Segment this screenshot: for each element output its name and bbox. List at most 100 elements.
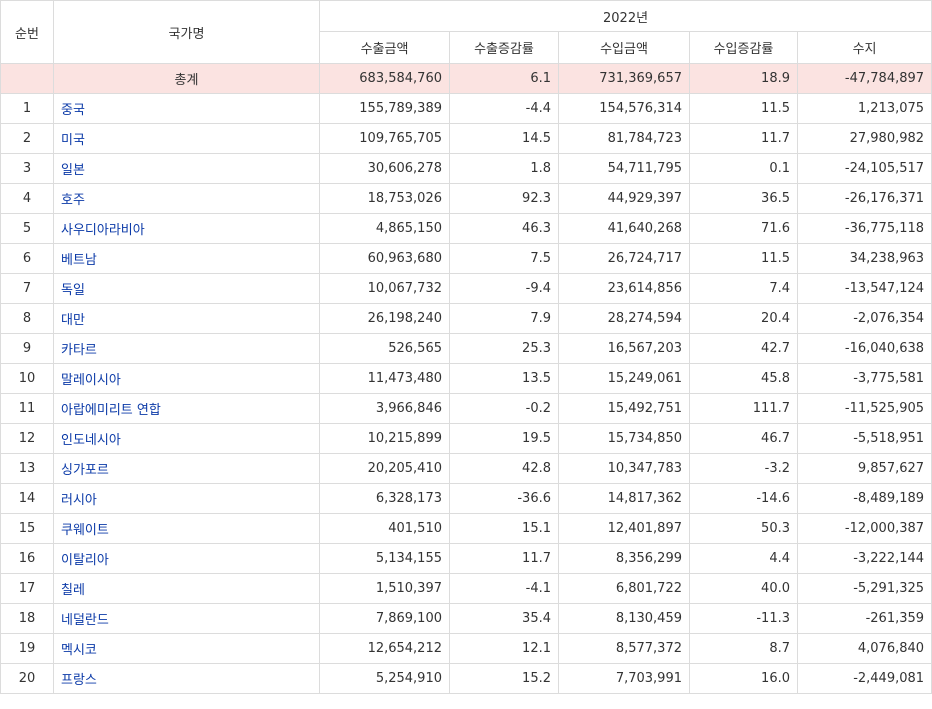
import-amount-cell: 8,577,372 [558,633,690,664]
export-amount-cell: 526,565 [319,333,450,364]
country-link[interactable]: 싱가포르 [61,463,109,478]
country-link[interactable]: 중국 [61,103,85,118]
balance-cell: -5,518,951 [796,423,932,454]
row-number: 20 [0,663,54,694]
country-cell: 미국 [53,123,320,154]
country-link[interactable]: 쿠웨이트 [61,523,109,538]
export-amount-cell: 4,865,150 [319,213,450,244]
row-number: 2 [0,123,54,154]
country-cell: 독일 [53,273,320,304]
balance-cell: -16,040,638 [796,333,932,364]
row-number: 15 [0,513,54,544]
country-cell: 이탈리아 [53,543,320,574]
import-amount-cell: 54,711,795 [558,153,690,184]
balance-cell: 34,238,963 [796,243,932,274]
table-row: 8 대만 26,198,240 7.9 28,274,594 20.4 -2,076,354 [0,303,932,334]
row-number: 1 [0,93,54,124]
row-number: 12 [0,423,54,454]
import-change-cell: -3.2 [689,453,798,484]
country-cell: 멕시코 [53,633,320,664]
header-export-amount[interactable]: 수출금액 [319,31,450,64]
import-amount-cell: 15,492,751 [558,393,690,424]
country-cell: 인도네시아 [53,423,320,454]
country-link[interactable]: 인도네시아 [61,433,121,448]
header-country: 국가명 [53,0,320,64]
import-amount-cell: 6,801,722 [558,573,690,604]
export-change-cell: 46.3 [449,213,559,244]
import-change-cell: 8.7 [689,633,798,664]
export-amount-cell: 109,765,705 [319,123,450,154]
row-number: 14 [0,483,54,514]
header-import-change[interactable]: 수입증감률 [689,31,798,64]
country-link[interactable]: 대만 [61,313,85,328]
import-amount-cell: 41,640,268 [558,213,690,244]
export-change-cell: -9.4 [449,273,559,304]
table-row: 11 아랍에미리트 연합 3,966,846 -0.2 15,492,751 111.7-… [0,393,932,424]
row-number: 17 [0,573,54,604]
total-export-change: 6.1 [449,63,559,94]
import-change-cell: 46.7 [689,423,798,454]
table-row: 12 인도네시아 10,215,899 19.5 15,734,850 46.7 -5,51… [0,423,932,454]
country-cell: 호주 [53,183,320,214]
balance-cell: -2,449,081 [796,663,932,694]
export-amount-cell: 10,215,899 [319,423,450,454]
country-link[interactable]: 아랍에미리트 연합 [61,403,161,418]
country-link[interactable]: 미국 [61,133,85,148]
country-cell: 프랑스 [53,663,320,694]
import-amount-cell: 12,401,897 [558,513,690,544]
country-link[interactable]: 베트남 [61,253,97,268]
export-change-cell: 13.5 [449,363,559,394]
header-export-change[interactable]: 수출증감률 [449,31,559,64]
country-cell: 베트남 [53,243,320,274]
export-change-cell: 42.8 [449,453,559,484]
export-amount-cell: 5,254,910 [319,663,450,694]
country-link[interactable]: 독일 [61,283,85,298]
country-link[interactable]: 네덜란드 [61,613,109,628]
country-link[interactable]: 말레이시아 [61,373,121,388]
export-amount-cell: 401,510 [319,513,450,544]
table-row: 3 일본 30,606,278 1.8 54,711,795 0.1 -24,105,517 [0,153,932,184]
balance-cell: -5,291,325 [796,573,932,604]
country-link[interactable]: 러시아 [61,493,97,508]
balance-cell: -261,359 [796,603,932,634]
import-change-cell: 42.7 [689,333,798,364]
export-amount-cell: 12,654,212 [319,633,450,664]
country-cell: 중국 [53,93,320,124]
total-balance: -47,784,897 [796,63,932,94]
header-balance[interactable]: 수지 [796,31,932,64]
export-amount-cell: 5,134,155 [319,543,450,574]
import-amount-cell: 15,734,850 [558,423,690,454]
country-link[interactable]: 카타르 [61,343,97,358]
import-amount-cell: 44,929,397 [558,183,690,214]
country-cell: 싱가포르 [53,453,320,484]
import-amount-cell: 14,817,362 [558,483,690,514]
balance-cell: -26,176,371 [796,183,932,214]
country-cell: 아랍에미리트 연합 [53,393,320,424]
row-number: 10 [0,363,54,394]
export-change-cell: 1.8 [449,153,559,184]
table-row: 7 독일 10,067,732 -9.4 23,614,856 7.4 -13,547,12… [0,273,932,304]
total-no [0,63,54,94]
country-link[interactable]: 이탈리아 [61,553,109,568]
import-change-cell: 50.3 [689,513,798,544]
country-cell: 카타르 [53,333,320,364]
export-change-cell: 35.4 [449,603,559,634]
country-link[interactable]: 프랑스 [61,673,97,688]
import-amount-cell: 26,724,717 [558,243,690,274]
import-change-cell: 11.7 [689,123,798,154]
country-link[interactable]: 멕시코 [61,643,97,658]
country-link[interactable]: 일본 [61,163,85,178]
country-link[interactable]: 칠레 [61,583,85,598]
country-link[interactable]: 호주 [61,193,85,208]
row-number: 19 [0,633,54,664]
export-amount-cell: 1,510,397 [319,573,450,604]
row-number: 13 [0,453,54,484]
export-amount-cell: 10,067,732 [319,273,450,304]
import-amount-cell: 154,576,314 [558,93,690,124]
balance-cell: 4,076,840 [796,633,932,664]
balance-cell: -24,105,517 [796,153,932,184]
header-import-amount[interactable]: 수입금액 [558,31,690,64]
import-amount-cell: 8,130,459 [558,603,690,634]
country-link[interactable]: 사우디아라비아 [61,223,145,238]
table-row: 13 싱가포르 20,205,410 42.8 10,347,783 -3.2 9,857,… [0,453,932,484]
